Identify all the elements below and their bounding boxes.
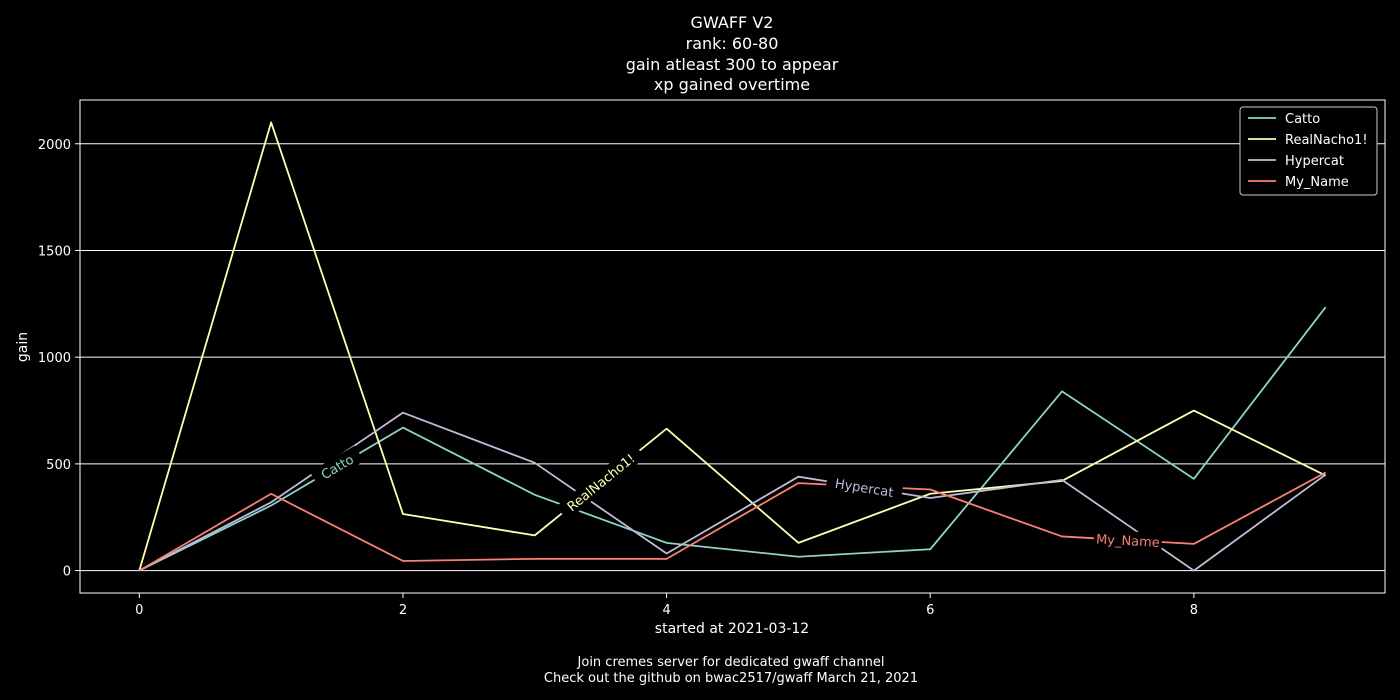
inline-label-background: [1093, 529, 1163, 552]
title-line-1: GWAFF V2: [691, 13, 774, 32]
legend-box: [1239, 106, 1378, 196]
y-axis-ticks: 0 500 1000 1500 2000: [38, 138, 80, 580]
title-line-3: gain atleast 300 to appear: [626, 55, 839, 74]
inline-label-text: Hypercat: [834, 477, 895, 501]
x-axis-label: started at 2021-03-12: [655, 621, 809, 637]
x-axis-ticks: 0 2 4 6 8: [135, 593, 1198, 618]
footer-line-2: Check out the github on bwac2517/gwaff M…: [544, 671, 918, 686]
inline-label-text: RealNacho1!: [565, 451, 639, 515]
grid-lines: [80, 143, 1385, 572]
series-line-realnacho1-: [138, 121, 1327, 571]
plot-frame: [79, 99, 1386, 594]
inline-label-text: My_Name: [1096, 532, 1161, 551]
legend-entry: Hypercat: [1285, 154, 1344, 169]
y-axis-label: gain: [15, 332, 31, 362]
x-tick-label: 8: [1190, 603, 1198, 618]
chart-title: GWAFF V2 rank: 60-80 gain atleast 300 to…: [626, 13, 839, 94]
title-line-4: xp gained overtime: [654, 75, 810, 94]
inline-label-my-name: My_Name: [1093, 529, 1163, 552]
x-tick-label: 2: [399, 603, 407, 618]
x-tick-label: 0: [135, 603, 143, 618]
inline-label-background: [310, 445, 365, 488]
inline-label-catto: Catto: [310, 445, 365, 488]
inline-labels: Catto RealNacho1! Hypercat My_Name: [310, 443, 1163, 552]
x-tick-label: 6: [926, 603, 934, 618]
y-tick-label: 1500: [38, 244, 71, 259]
y-tick-label: 500: [46, 458, 71, 473]
legend-entry: My_Name: [1285, 175, 1349, 190]
series-lines: [138, 121, 1327, 572]
y-tick-label: 1000: [38, 351, 71, 366]
inline-label-hypercat: Hypercat: [825, 472, 904, 503]
series-line-my-name: [138, 471, 1327, 572]
legend: Catto RealNacho1! Hypercat My_Name: [1239, 106, 1378, 196]
legend-entry: Catto: [1285, 112, 1320, 127]
x-tick-label: 4: [662, 603, 670, 618]
inline-label-background: [556, 443, 646, 521]
series-line-catto: [138, 306, 1327, 572]
inline-label-background: [825, 472, 904, 503]
y-tick-label: 0: [63, 565, 71, 580]
y-tick-label: 2000: [38, 138, 71, 153]
title-line-2: rank: 60-80: [686, 34, 779, 53]
legend-entry: RealNacho1!: [1285, 133, 1368, 148]
footer-line-1: Join cremes server for dedicated gwaff c…: [577, 655, 885, 670]
